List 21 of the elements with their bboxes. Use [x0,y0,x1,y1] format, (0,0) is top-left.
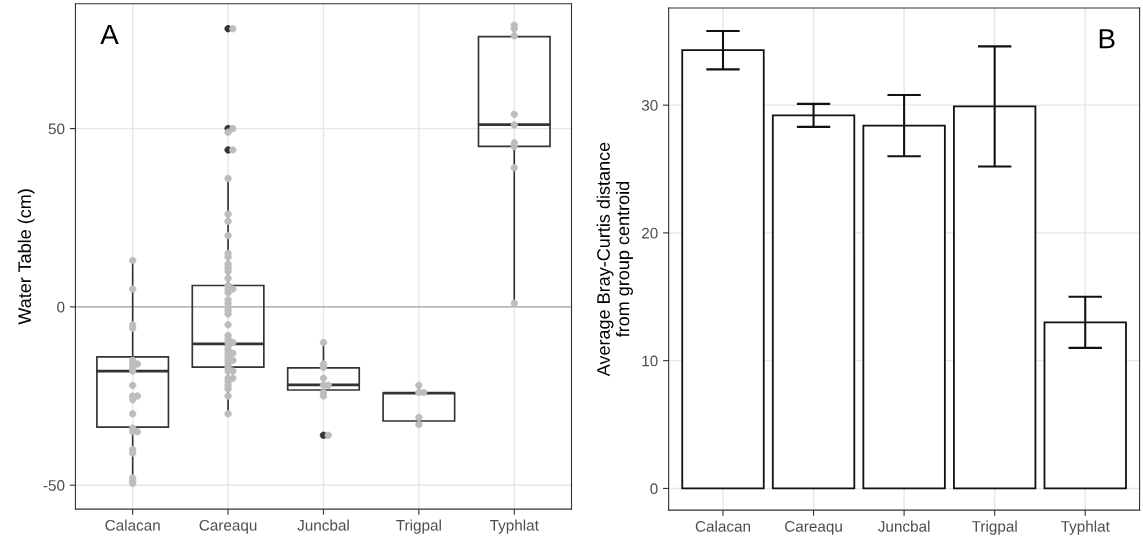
y-tick-label: 10 [642,355,658,367]
y-tick-label: 50 [48,123,65,135]
x-tick-label: Trigpal [396,519,441,534]
x-tick-label: Careaqu [199,519,257,534]
annotation: B [1099,29,1115,49]
x-tick-label: Typhlat [489,519,539,534]
y-tick-label: 30 [641,100,658,111]
y-tick-label: 20 [642,227,658,239]
x-tick-label: Careaqu [785,520,842,535]
x-tick-label: Trigpal [971,520,1017,535]
y-axis-title: Average Bray-Curtis distance from group centroid [596,142,633,377]
y-tick-label: 0 [650,483,658,495]
y-axis-title: Water Table (cm) [17,189,35,325]
y-tick-label: 0 [57,301,65,313]
x-tick-label: Calacan [695,520,751,532]
x-tick-label: Juncbal [297,519,349,531]
y-tick-label: -50 [43,480,65,491]
x-tick-label: Typhlat [1060,520,1110,535]
x-tick-label: Juncbal [878,520,930,532]
x-tick-label: Calacan [105,519,160,531]
annotation: A [100,24,119,45]
